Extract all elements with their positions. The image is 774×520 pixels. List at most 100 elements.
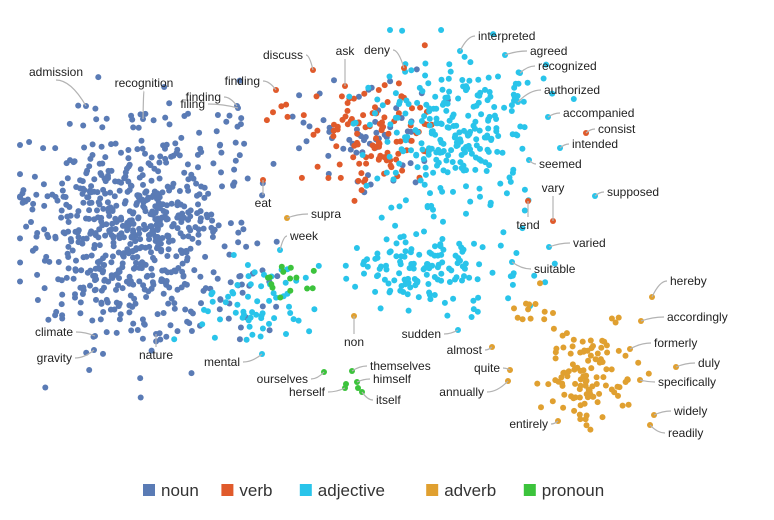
point-adjective <box>459 77 466 83</box>
point-noun <box>29 247 36 254</box>
point-noun <box>124 246 131 253</box>
point-noun <box>127 182 134 189</box>
point-noun <box>214 275 221 282</box>
point-noun <box>138 137 145 144</box>
point-noun <box>142 150 148 157</box>
point-noun <box>210 160 217 167</box>
point-noun <box>177 247 184 254</box>
point-noun <box>219 183 225 190</box>
point-adjective <box>397 258 404 265</box>
leader-line <box>361 391 374 401</box>
point-adverb <box>577 367 584 374</box>
point-noun <box>85 215 92 222</box>
point-noun <box>108 259 115 266</box>
point-label: filing <box>180 97 205 111</box>
point-noun <box>45 316 52 323</box>
point-noun <box>236 273 243 280</box>
legend-label-pronoun: pronoun <box>542 481 604 500</box>
point-adjective <box>392 222 399 229</box>
point-noun <box>221 243 228 250</box>
point-adjective <box>363 182 370 189</box>
point-noun <box>78 267 85 274</box>
point-adjective <box>258 283 265 290</box>
point-adjective <box>520 98 527 105</box>
point-adjective <box>204 308 211 315</box>
point-adjective <box>396 270 403 277</box>
point-noun <box>137 166 144 173</box>
point-adjective <box>419 88 426 95</box>
point-adjective <box>414 164 421 171</box>
point-label: herself <box>289 385 326 399</box>
point-noun <box>102 154 109 161</box>
point-noun <box>140 181 146 188</box>
point-adverb <box>615 347 622 354</box>
point-adjective <box>306 328 313 335</box>
point-adjective <box>406 265 413 272</box>
point-label: admission <box>29 65 83 79</box>
point-adjective <box>446 117 453 124</box>
point-noun <box>102 232 109 239</box>
point-adjective <box>266 297 273 304</box>
point-adjective <box>471 240 477 247</box>
point-noun <box>63 160 70 167</box>
point-noun <box>182 306 189 313</box>
point-adverb <box>593 381 600 387</box>
point-noun <box>188 370 195 377</box>
point-adjective <box>398 253 405 260</box>
point-noun <box>226 251 233 258</box>
point-adjective <box>372 110 378 117</box>
point-noun <box>52 193 59 200</box>
point-adverb <box>586 387 593 394</box>
point-noun <box>106 212 113 219</box>
point-noun <box>169 237 176 244</box>
point-adverb <box>576 411 583 418</box>
point-noun <box>183 249 190 256</box>
point-pronoun <box>277 294 284 301</box>
point-adjective <box>246 323 253 330</box>
point-verb <box>298 174 305 181</box>
point-adverb <box>559 332 566 339</box>
point-noun <box>139 145 146 152</box>
point-noun <box>118 149 124 156</box>
point-noun <box>107 189 114 196</box>
point-noun <box>166 100 173 107</box>
point-noun <box>128 112 135 119</box>
point-noun <box>60 193 67 200</box>
point-noun <box>139 335 146 342</box>
point-adverb <box>624 376 631 383</box>
point-noun <box>63 274 70 281</box>
point-noun <box>96 226 103 233</box>
point-noun <box>115 269 122 276</box>
point-adjective <box>485 125 492 132</box>
point-adjective <box>245 273 252 280</box>
point-pronoun <box>304 285 311 292</box>
point-adverb <box>585 357 592 364</box>
point-label: almost <box>447 343 483 357</box>
point-noun <box>181 113 188 119</box>
leader-line <box>242 353 263 363</box>
point-noun <box>64 250 71 257</box>
point-adjective <box>470 297 477 304</box>
point-label: mental <box>204 355 240 369</box>
point-adjective <box>461 127 467 134</box>
point-adjective <box>438 270 445 277</box>
point-noun <box>143 273 150 280</box>
point-noun <box>17 259 24 266</box>
point-noun <box>115 303 122 310</box>
point-adverb <box>579 338 586 345</box>
point-noun <box>195 231 202 238</box>
point-noun <box>164 253 171 259</box>
leader-line <box>559 143 570 149</box>
point-adjective <box>513 250 520 256</box>
leader-line <box>528 159 537 165</box>
point-adjective <box>343 275 350 282</box>
point-noun <box>109 253 116 260</box>
point-verb <box>368 153 375 160</box>
point-noun <box>99 124 106 131</box>
point-adjective <box>422 171 429 178</box>
point-noun <box>59 291 66 298</box>
point-adjective <box>390 176 397 183</box>
point-noun <box>87 282 93 289</box>
point-noun <box>166 121 173 128</box>
point-noun <box>80 284 87 291</box>
